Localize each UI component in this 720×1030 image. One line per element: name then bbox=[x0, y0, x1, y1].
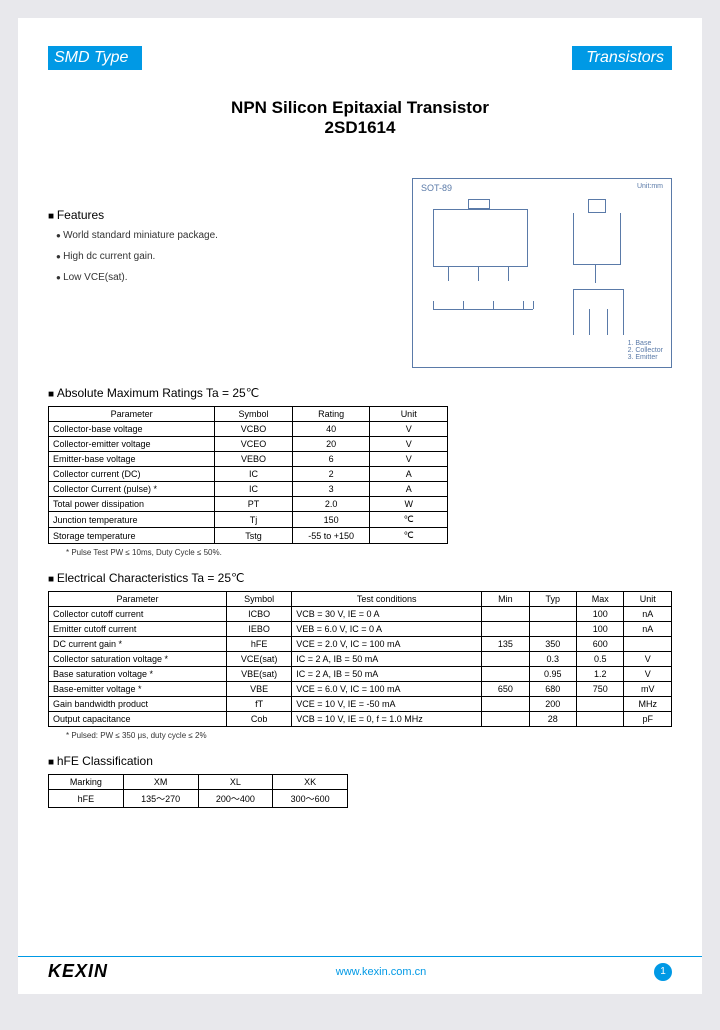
ratings-heading: Absolute Maximum Ratings Ta = 25℃ bbox=[48, 386, 672, 400]
elec-footnote: * Pulsed: PW ≤ 350 μs, duty cycle ≤ 2% bbox=[66, 731, 672, 740]
footer-url: www.kexin.com.cn bbox=[336, 966, 426, 978]
footer: KEXIN www.kexin.com.cn 1 bbox=[18, 956, 702, 982]
elec-table: Parameter Symbol Test conditions Min Typ… bbox=[48, 591, 672, 727]
table-header: Rating bbox=[292, 407, 370, 422]
title-block: NPN Silicon Epitaxial Transistor 2SD1614 bbox=[48, 98, 672, 138]
package-name: SOT-89 bbox=[421, 183, 452, 193]
ratings-table: Parameter Symbol Rating Unit Collector-b… bbox=[48, 406, 448, 544]
hfe-table: Marking XM XL XK hFE 135～270 200～400 300… bbox=[48, 774, 348, 808]
logo: KEXIN bbox=[48, 961, 108, 982]
header-right: Transistors bbox=[572, 46, 672, 70]
table-header: Unit bbox=[370, 407, 448, 422]
feature-item: World standard miniature package. bbox=[56, 230, 392, 241]
table-header: Symbol bbox=[215, 407, 293, 422]
header-bar: SMD Type Transistors bbox=[48, 46, 672, 70]
title-line2: 2SD1614 bbox=[48, 118, 672, 138]
features-heading: Features bbox=[48, 208, 392, 222]
table-header: Parameter bbox=[49, 407, 215, 422]
header-left: SMD Type bbox=[48, 46, 142, 70]
page-number: 1 bbox=[654, 963, 672, 981]
feature-list: World standard miniature package. High d… bbox=[48, 230, 392, 283]
feature-item: High dc current gain. bbox=[56, 251, 392, 262]
ratings-footnote: * Pulse Test PW ≤ 10ms, Duty Cycle ≤ 50%… bbox=[66, 548, 672, 557]
package-pins: 1. Base 2. Collector 3. Emitter bbox=[628, 340, 663, 361]
title-line1: NPN Silicon Epitaxial Transistor bbox=[48, 98, 672, 118]
package-unit: Unit:mm bbox=[637, 183, 663, 190]
package-diagram: SOT-89 Unit:mm 1. Base 2. Collector 3. E… bbox=[412, 178, 672, 368]
hfe-heading: hFE Classification bbox=[48, 754, 672, 768]
elec-heading: Electrical Characteristics Ta = 25℃ bbox=[48, 571, 672, 585]
feature-item: Low VCE(sat). bbox=[56, 272, 392, 283]
